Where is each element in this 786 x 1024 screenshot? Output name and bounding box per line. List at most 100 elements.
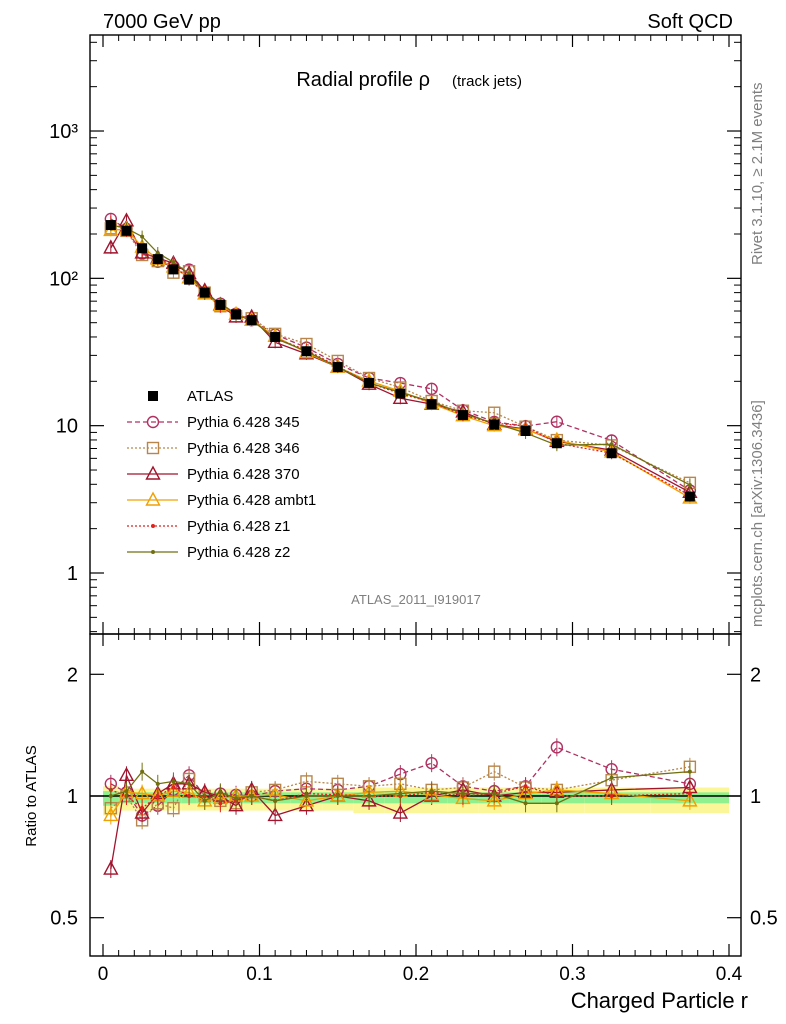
ratio-point [425, 756, 438, 770]
ratio-point [273, 798, 278, 803]
ratio-point [298, 792, 315, 807]
ratio-y-tick-label-right: 2 [750, 664, 761, 686]
atlas-data-point [231, 309, 242, 320]
ratio-point [134, 804, 150, 819]
ratio-point [304, 794, 309, 798]
header-left: 7000 GeV pp [103, 11, 221, 33]
ratio-point [140, 806, 145, 811]
ratio-point [134, 785, 150, 800]
legend-marker [148, 391, 158, 401]
ratio-point [361, 792, 377, 807]
ratio-point [249, 794, 254, 798]
ratio-point [267, 807, 283, 822]
ratio-point [609, 775, 614, 780]
x-tick-label: 0.1 [246, 964, 272, 985]
ratio-uncertainty-bands [90, 786, 741, 816]
ratio-y-tick-label-right: 1 [750, 786, 761, 808]
ratio-point [218, 790, 223, 795]
ratio-point [108, 794, 113, 798]
main-point [103, 239, 119, 254]
ratio-point [187, 794, 192, 798]
legend-label: Pythia 6.428 ambt1 [187, 492, 316, 509]
main-y-tick-label: 1 [67, 563, 78, 585]
x-tick-label: 0 [98, 964, 109, 985]
axis-ticks: 0 0.1 0.2 0.3 0.4 1 10 10² 10³ 0.5 0.5 1 1 2 2 [49, 35, 778, 985]
legend-marker [145, 491, 161, 506]
atlas-data-point [121, 225, 132, 236]
chart-subtitle: (track jets) [452, 73, 522, 90]
atlas-data-point [684, 491, 695, 502]
ratio-point [171, 779, 176, 784]
ratio-y-tick-label: 0.5 [50, 908, 78, 930]
main-line-2 [110, 219, 691, 493]
x-tick-label: 0.3 [559, 964, 585, 985]
ratio-plot-frame [89, 633, 742, 957]
ratio-point [554, 801, 559, 806]
atlas-data-point [395, 388, 406, 399]
legend-label: Pythia 6.428 370 [187, 466, 300, 483]
main-point [140, 234, 145, 239]
ratio-point [234, 796, 239, 801]
ratio-point [335, 794, 340, 798]
ratio-line-4 [110, 785, 690, 809]
ratio-point [124, 789, 129, 794]
ratio-point [167, 801, 180, 815]
header-right: Soft QCD [647, 11, 733, 33]
atlas-data-point [606, 448, 617, 459]
main-point [609, 442, 614, 447]
ratio-point [392, 804, 409, 819]
ratio-point [492, 791, 497, 796]
atlas-data-point [215, 299, 226, 310]
atlas-data-point [426, 399, 437, 410]
ratio-point [118, 766, 135, 782]
ratio-line-2 [110, 772, 690, 870]
ratio-point [486, 792, 502, 807]
atlas-data-point [246, 315, 257, 326]
ratio-point [202, 798, 207, 803]
ratio-point [140, 769, 145, 774]
ratio-line-1 [110, 766, 690, 822]
main-y-tick-label: 10³ [49, 121, 78, 143]
ratio-point [523, 801, 528, 806]
rivet-label: Rivet 3.1.10, ≥ 2.1M events [749, 83, 766, 266]
atlas-data-point [199, 287, 210, 298]
atlas-data-point [270, 331, 281, 342]
atlas-data-point [520, 426, 531, 437]
x-axis-label: Charged Particle r [571, 988, 748, 1013]
ratio-point [155, 794, 160, 798]
ratio-point [488, 765, 501, 778]
legend-marker [145, 465, 161, 480]
legend-label: Pythia 6.428 345 [187, 414, 300, 431]
atlas-data-point [332, 362, 343, 373]
ratio-point [523, 784, 528, 789]
ratio-line-5 [110, 770, 690, 804]
main-point [550, 415, 564, 428]
main-y-tick-label: 10 [56, 416, 78, 438]
ratio-point [218, 801, 223, 806]
ratio-point [103, 807, 119, 822]
main-point [155, 251, 160, 256]
atlas-data-point [184, 274, 195, 285]
atlas-data-point [457, 410, 468, 421]
main-line-3 [110, 228, 691, 499]
ratio-point [682, 792, 698, 807]
atlas-data-point [105, 220, 116, 231]
ratio-y-tick-label-right: 0.5 [750, 908, 778, 930]
stat-uncertainty-band [263, 792, 291, 804]
atlas-data-point [551, 438, 562, 449]
atlas-data-point [137, 243, 148, 254]
atlas-data-point [152, 254, 163, 265]
ratio-y-tick-label: 1 [67, 786, 78, 808]
ratio-point [228, 797, 244, 812]
legend-marker [146, 415, 160, 429]
x-tick-label: 0.2 [403, 964, 429, 985]
legend-label: ATLAS [187, 388, 233, 405]
ratio-point [460, 791, 465, 796]
main-point [425, 382, 438, 396]
main-point [687, 482, 692, 487]
mcplots-label: mcplots.cern.ch [arXiv:1306.3436] [749, 400, 766, 627]
legend-marker [151, 550, 155, 554]
ratio-point [687, 769, 692, 774]
analysis-id: ATLAS_2011_I919017 [351, 592, 481, 607]
